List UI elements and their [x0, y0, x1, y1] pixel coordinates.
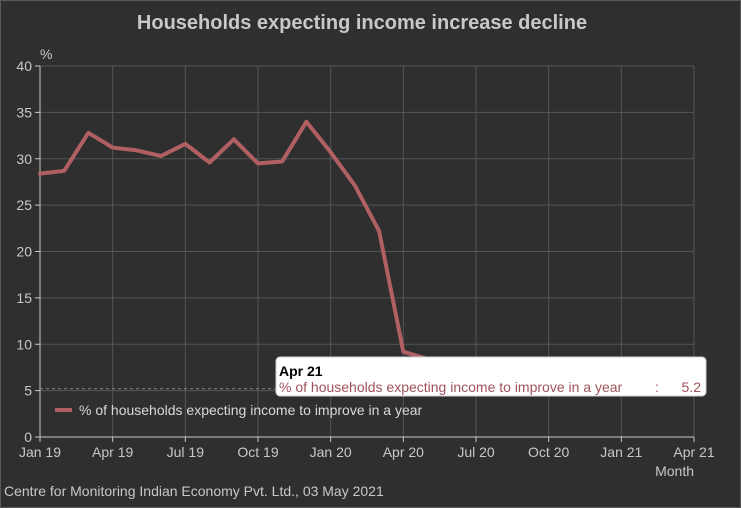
x-tick-label: Oct 20	[528, 444, 569, 460]
y-tick-label: 10	[16, 336, 32, 352]
y-tick-label: 5	[24, 383, 32, 399]
x-axis-ticks: Jan 19 Apr 19 Jul 19 Oct 19 Jan 20 Apr 20 Jul …	[19, 437, 715, 460]
series-line[interactable]	[38, 119, 696, 391]
tooltip-separator: :	[655, 379, 659, 395]
x-tick-label: Jul 19	[167, 444, 205, 460]
data-point[interactable]	[256, 161, 260, 165]
data-point[interactable]	[208, 160, 212, 164]
y-tick-label: 0	[24, 429, 32, 445]
data-point[interactable]	[329, 150, 333, 154]
data-point[interactable]	[62, 169, 66, 173]
data-point[interactable]	[111, 146, 115, 150]
y-axis-ticks: 0 5 10 15 20 25 30 35 40	[16, 58, 40, 445]
tooltip-box	[275, 356, 707, 397]
series-layer	[38, 119, 696, 391]
data-point[interactable]	[304, 120, 308, 124]
tooltip: Apr 21 % of households expecting income …	[275, 356, 707, 397]
y-tick-label: 40	[16, 58, 32, 74]
legend-label: % of households expecting income to impr…	[79, 402, 423, 418]
data-point[interactable]	[280, 160, 284, 164]
data-point[interactable]	[401, 350, 405, 354]
x-tick-label: Oct 19	[237, 444, 278, 460]
x-tick-label: Jan 21	[600, 444, 642, 460]
source-credit: Centre for Monitoring Indian Economy Pvt…	[4, 483, 384, 499]
data-point[interactable]	[135, 148, 139, 152]
x-tick-label: Apr 20	[383, 444, 424, 460]
x-tick-label: Apr 19	[92, 444, 133, 460]
data-point[interactable]	[159, 154, 163, 158]
x-tick-label: Jul 20	[457, 444, 495, 460]
x-tick-label: Jan 19	[19, 444, 61, 460]
data-point[interactable]	[86, 131, 90, 135]
y-tick-label: 25	[16, 197, 32, 213]
legend[interactable]: % of households expecting income to impr…	[55, 402, 423, 418]
x-axis-label: Month	[655, 463, 694, 479]
y-tick-label: 35	[16, 104, 32, 120]
data-point[interactable]	[38, 172, 42, 176]
tooltip-series-label: % of households expecting income to impr…	[279, 379, 623, 395]
y-tick-label: 30	[16, 151, 32, 167]
y-tick-label: 15	[16, 290, 32, 306]
tooltip-month: Apr 21	[279, 363, 323, 379]
x-tick-label: Jan 20	[310, 444, 352, 460]
tooltip-value: 5.2	[682, 379, 702, 395]
data-point[interactable]	[377, 229, 381, 233]
x-tick-label: Apr 21	[673, 444, 714, 460]
data-point[interactable]	[232, 137, 236, 141]
data-point[interactable]	[183, 142, 187, 146]
data-point[interactable]	[353, 184, 357, 188]
y-axis-label: %	[40, 46, 52, 62]
chart-title: Households expecting income increase dec…	[137, 12, 587, 34]
y-tick-label: 20	[16, 244, 32, 260]
